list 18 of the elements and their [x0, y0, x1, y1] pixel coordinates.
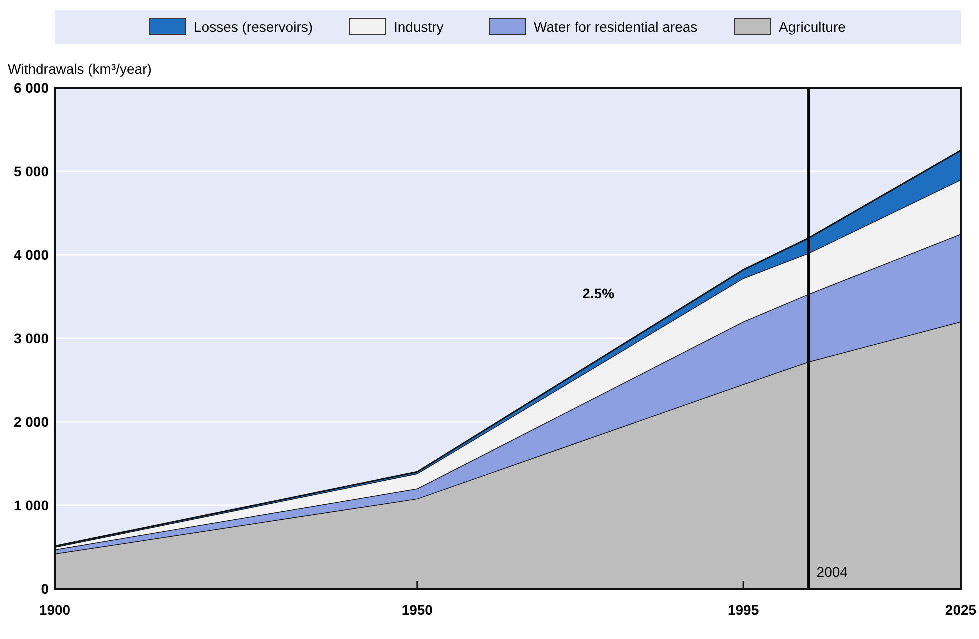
y-tick-label: 6 000	[14, 80, 50, 96]
x-tick-label: 1995	[728, 602, 760, 618]
y-tick-label: 2 000	[14, 414, 50, 430]
y-tick-label: 4 000	[14, 247, 50, 263]
y-tick-label: 3 000	[14, 330, 50, 346]
x-tick-label: 1900	[39, 602, 71, 618]
legend-label: Industry	[394, 19, 444, 35]
y-tick-label: 5 000	[14, 164, 50, 180]
legend-label: Agriculture	[779, 19, 846, 35]
legend-label: Losses (reservoirs)	[194, 19, 314, 35]
legend-label: Water for residential areas	[534, 19, 698, 35]
annotation: 2.5%	[582, 285, 616, 302]
x-tick-label: 2025	[945, 602, 977, 618]
y-tick-label: 0	[41, 581, 50, 597]
x-tick-label: 1950	[402, 602, 434, 618]
y-tick-label: 1 000	[14, 498, 50, 514]
y-axis-title: Withdrawals (km³/year)	[8, 61, 152, 77]
ref-line-label: 2004	[816, 564, 848, 580]
